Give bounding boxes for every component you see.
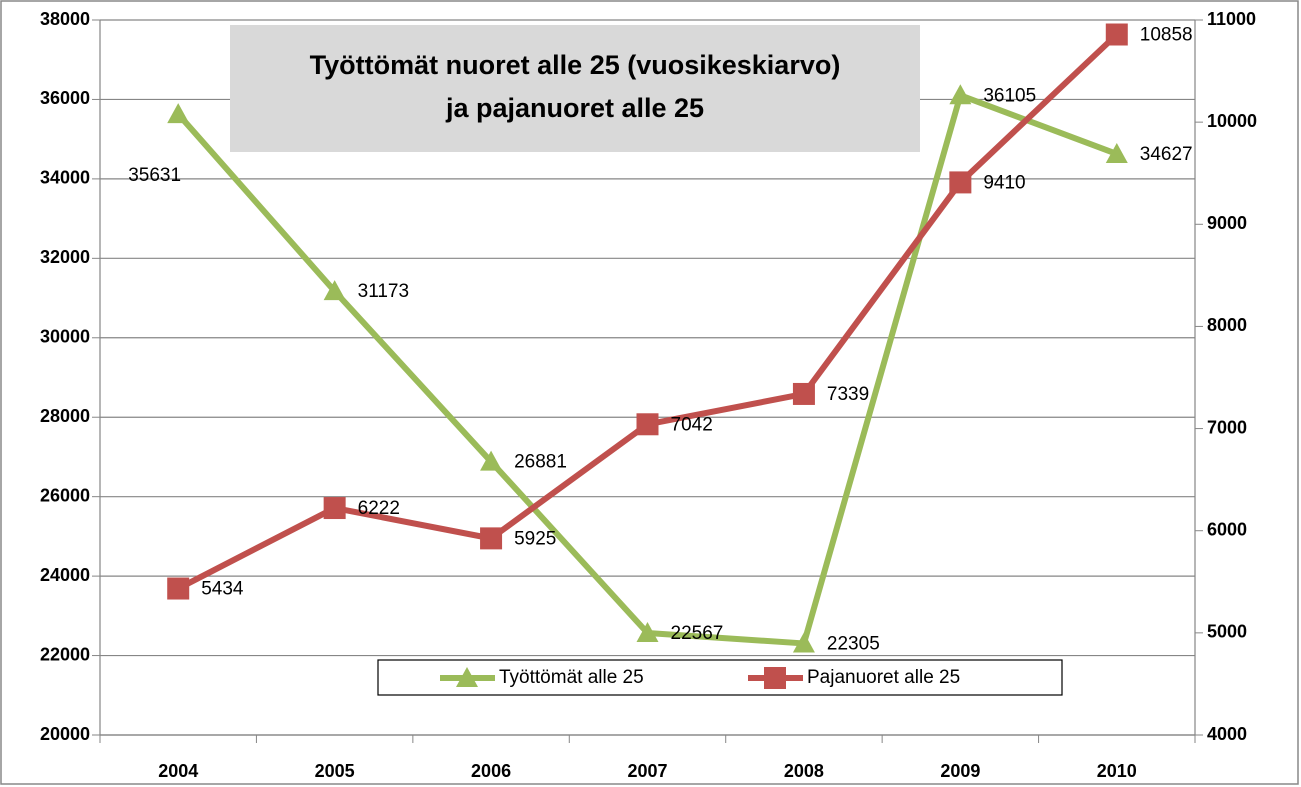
y2-tick-label: 6000 xyxy=(1207,519,1247,539)
legend-marker xyxy=(456,667,478,687)
data-point xyxy=(167,103,190,124)
y-tick-label: 36000 xyxy=(40,88,90,108)
data-label: 7042 xyxy=(671,414,713,435)
y-tick-label: 26000 xyxy=(40,485,90,505)
x-tick-label: 2010 xyxy=(1097,761,1137,781)
data-label: 34627 xyxy=(1140,144,1193,165)
y-tick-label: 30000 xyxy=(40,327,90,347)
x-tick-label: 2009 xyxy=(940,761,980,781)
y-tick-label: 32000 xyxy=(40,247,90,267)
data-label: 26881 xyxy=(514,452,567,473)
data-point xyxy=(949,171,972,194)
data-point xyxy=(167,577,190,600)
y-tick-label: 38000 xyxy=(40,9,90,29)
x-tick-label: 2007 xyxy=(627,761,667,781)
data-label: 10858 xyxy=(1140,25,1193,46)
y-tick-label: 24000 xyxy=(40,565,90,585)
legend-marker xyxy=(764,667,786,689)
data-label: 35631 xyxy=(128,165,181,186)
data-label: 7339 xyxy=(827,384,869,405)
x-tick-label: 2004 xyxy=(158,761,198,781)
x-tick-label: 2006 xyxy=(471,761,511,781)
data-point xyxy=(792,632,815,653)
data-point xyxy=(949,84,972,105)
legend-label: Pajanuoret alle 25 xyxy=(807,667,960,688)
data-label: 36105 xyxy=(983,85,1036,106)
x-tick-label: 2008 xyxy=(784,761,824,781)
data-label: 22567 xyxy=(671,623,724,644)
y2-tick-label: 9000 xyxy=(1207,213,1247,233)
data-label: 22305 xyxy=(827,633,880,654)
y-tick-label: 20000 xyxy=(40,724,90,744)
y2-tick-label: 5000 xyxy=(1207,622,1247,642)
data-point xyxy=(323,280,346,301)
chart-title: ja pajanuoret alle 25 xyxy=(445,93,704,123)
y-tick-label: 28000 xyxy=(40,406,90,426)
chart-title: Työttömät nuoret alle 25 (vuosikeskiarvo… xyxy=(310,50,841,80)
data-point xyxy=(636,622,659,643)
data-point xyxy=(636,413,659,436)
x-tick-label: 2005 xyxy=(315,761,355,781)
y2-tick-label: 10000 xyxy=(1207,111,1257,131)
y2-tick-label: 4000 xyxy=(1207,724,1247,744)
legend-label: Työttömät alle 25 xyxy=(499,667,644,688)
data-point xyxy=(480,527,503,550)
data-point xyxy=(480,450,503,471)
data-label: 5434 xyxy=(201,579,244,600)
y2-tick-label: 7000 xyxy=(1207,417,1247,437)
title-box xyxy=(230,25,920,152)
data-point xyxy=(792,382,815,405)
data-label: 31173 xyxy=(358,281,409,302)
data-point xyxy=(1105,142,1128,163)
y2-tick-label: 8000 xyxy=(1207,315,1247,335)
data-point xyxy=(323,497,346,520)
y2-tick-label: 11000 xyxy=(1207,9,1256,29)
data-label: 5925 xyxy=(514,528,556,549)
data-label: 9410 xyxy=(983,172,1025,193)
y-tick-label: 34000 xyxy=(40,168,90,188)
data-point xyxy=(1105,23,1128,46)
data-label: 6222 xyxy=(358,498,400,519)
y-tick-label: 22000 xyxy=(40,644,90,664)
